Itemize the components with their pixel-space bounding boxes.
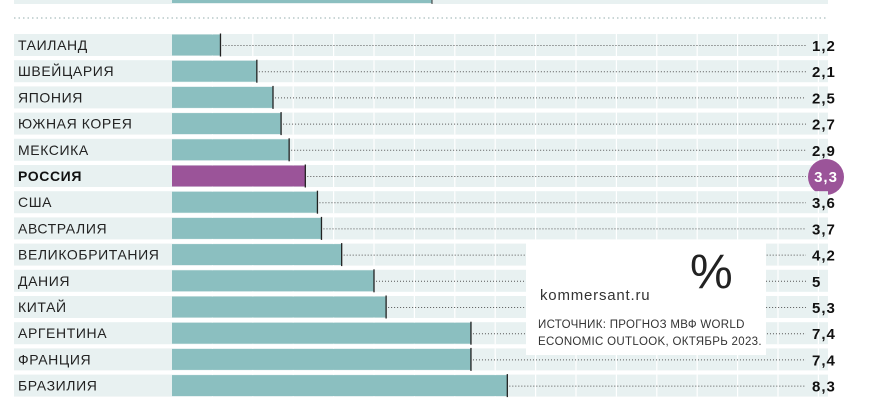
bar <box>172 244 342 266</box>
category-label: ФРАНЦИЯ <box>18 351 91 367</box>
value-label: 4,2 <box>812 248 836 265</box>
bar <box>172 86 273 108</box>
value-label: 3,7 <box>812 221 836 238</box>
row-band <box>14 112 828 135</box>
row-band <box>14 191 828 214</box>
bar <box>172 217 322 239</box>
value-label: 2,7 <box>812 117 836 134</box>
bar <box>172 60 257 82</box>
category-label: АВСТРАЛИЯ <box>18 220 107 236</box>
value-label: 3,6 <box>812 195 836 212</box>
bar <box>172 113 282 135</box>
partial-bar <box>172 0 432 3</box>
category-label: БРАЗИЛИЯ <box>18 378 97 394</box>
value-label: 5,3 <box>812 300 836 317</box>
source-note: ИСТОЧНИК: ПРОГНОЗ МВФ WORLD ECONOMIC OUT… <box>538 319 762 348</box>
category-label: США <box>18 194 52 210</box>
category-label: ВЕЛИКОБРИТАНИЯ <box>18 247 160 263</box>
value-label: 8,3 <box>812 379 836 396</box>
category-label: РОССИЯ <box>18 168 82 184</box>
category-label: КИТАЙ <box>18 298 67 315</box>
category-label: ТАИЛАНД <box>18 37 88 53</box>
value-label: 3,3 <box>814 169 838 186</box>
bar <box>172 322 471 344</box>
bar <box>172 375 508 397</box>
bar <box>172 139 290 161</box>
bar-highlight <box>172 165 306 187</box>
value-label: 2,9 <box>812 143 836 160</box>
bar <box>172 191 318 213</box>
percent-unit-label: % <box>690 246 733 299</box>
source-box: % kommersant.ru ИСТОЧНИК: ПРОГНОЗ МВФ WO… <box>526 243 766 355</box>
category-label: ЮЖНАЯ КОРЕЯ <box>18 116 133 132</box>
value-label: 2,5 <box>812 90 836 107</box>
bar <box>172 34 221 56</box>
bar <box>172 270 374 292</box>
value-label: 1,2 <box>812 38 836 55</box>
highlight-value-marker <box>808 159 844 195</box>
category-label: МЕКСИКА <box>18 142 89 158</box>
value-label: 7,4 <box>812 352 836 369</box>
category-label: ШВЕЙЦАРИЯ <box>18 62 114 79</box>
category-label: ЯПОНИЯ <box>18 89 83 105</box>
row-band <box>14 86 828 109</box>
row-band <box>14 165 828 187</box>
category-label: АРГЕНТИНА <box>18 325 107 341</box>
category-label: ДАНИЯ <box>18 273 70 289</box>
bar <box>172 296 387 318</box>
brand-label: kommersant.ru <box>540 287 651 304</box>
row-band <box>14 217 828 240</box>
value-label: 7,4 <box>812 326 836 343</box>
bar <box>172 348 471 370</box>
value-label: 5 <box>812 274 821 291</box>
value-label: 2,1 <box>812 64 836 81</box>
